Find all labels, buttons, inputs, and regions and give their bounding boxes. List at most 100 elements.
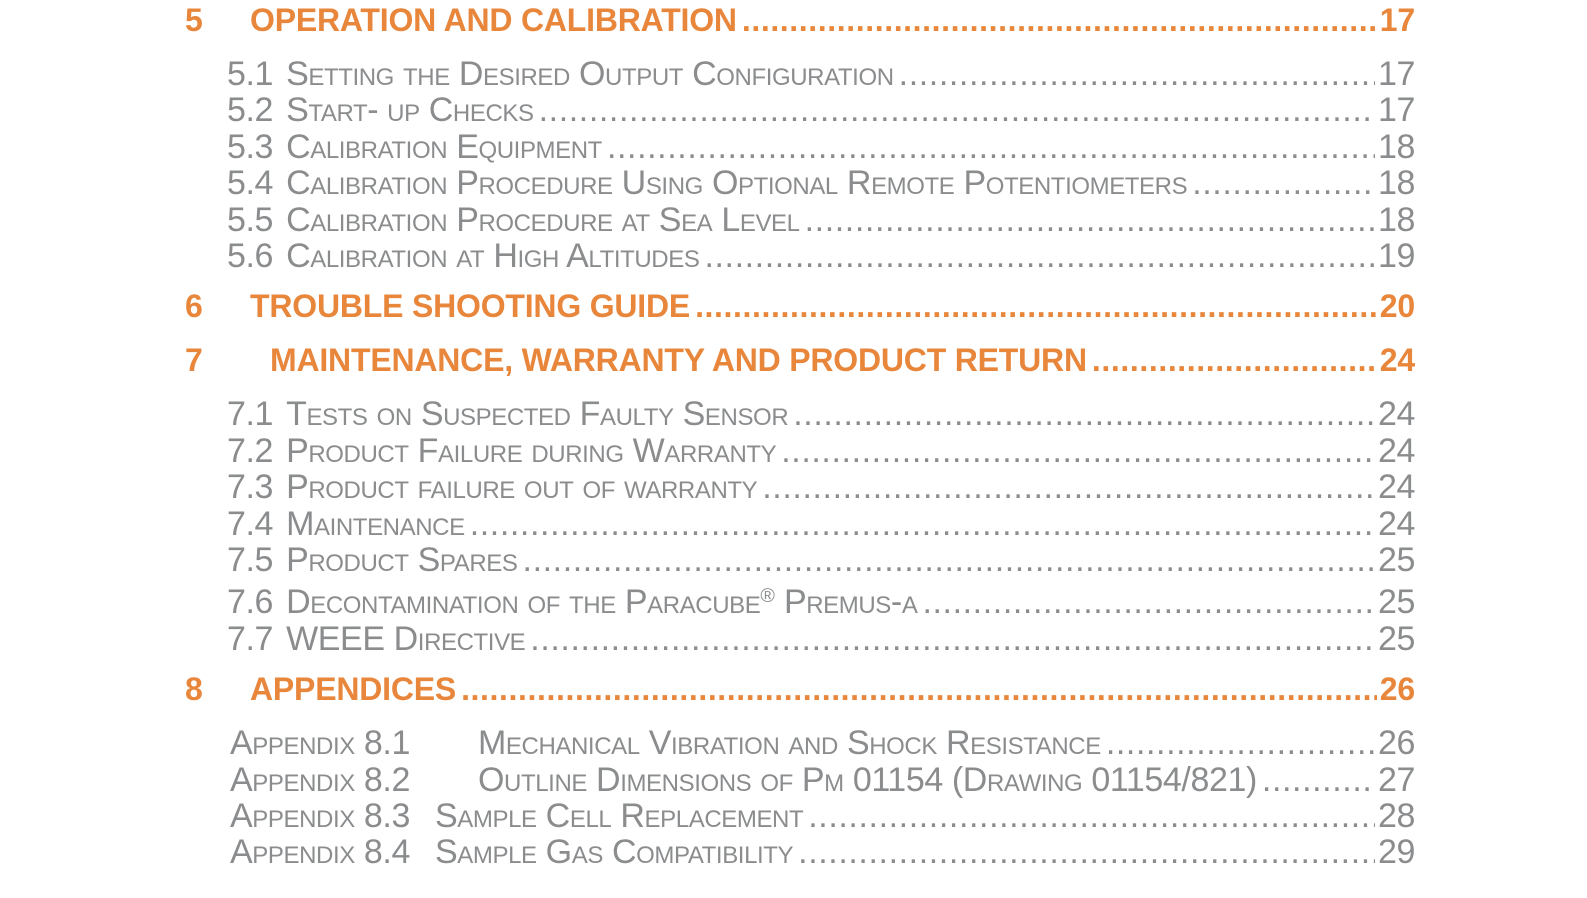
toc-entry-5-3[interactable]: 5.3 Calibration Equipment 18 (185, 127, 1415, 166)
toc-heading-8[interactable]: 8 APPENDICES 26 (185, 671, 1415, 707)
page-number: 25 (1377, 583, 1415, 622)
toc-entry-appendix-8-3[interactable]: Appendix 8.3 Sample Cell Replacement 28 (185, 796, 1415, 835)
section-number: 8 (185, 671, 203, 708)
entry-number: 7.3 (227, 468, 274, 507)
dot-leader (762, 469, 1375, 505)
entry-title: Calibration at High Altitudes (286, 237, 700, 276)
dot-leader (742, 2, 1377, 38)
page-number: 26 (1377, 724, 1415, 763)
toc-heading-6[interactable]: 6 TROUBLE SHOOTING GUIDE 20 (185, 288, 1415, 324)
entry-number: 5.5 (227, 200, 274, 239)
toc-entry-7-6[interactable]: 7.6 Decontamination of the Paracube® Pre… (185, 578, 1415, 622)
dot-leader (1106, 725, 1375, 761)
page-number: 24 (1377, 504, 1415, 543)
section-number: 7 (185, 342, 203, 379)
entry-title: Product Failure during Warranty (286, 431, 777, 470)
page-number: 25 (1377, 619, 1415, 658)
toc-entry-7-1[interactable]: 7.1 Tests on Suspected Faulty Sensor 24 (185, 395, 1415, 434)
entry-number: 7.2 (227, 431, 274, 470)
entry-title: Maintenance (286, 504, 465, 543)
toc-entry-5-6[interactable]: 5.6 Calibration at High Altitudes 19 (185, 237, 1415, 276)
appendix-label: Appendix 8.1 (230, 724, 410, 763)
page-number: 24 (1377, 431, 1415, 470)
toc-entry-5-2[interactable]: 5.2 Start- up Checks 17 (185, 91, 1415, 130)
dot-leader (793, 396, 1375, 432)
toc-entry-7-3[interactable]: 7.3 Product failure out of warranty 24 (185, 468, 1415, 507)
entry-title: Decontamination of the Paracube® Premus-… (286, 583, 918, 622)
entry-title: Product Spares (286, 541, 518, 580)
toc-heading-7[interactable]: 7 MAINTENANCE, WARRANTY AND PRODUCT RETU… (185, 342, 1415, 378)
section-title: TROUBLE SHOOTING GUIDE (250, 288, 691, 325)
table-of-contents: 5 OPERATION AND CALIBRATION 17 5.1 Setti… (185, 2, 1415, 871)
toc-entry-7-7[interactable]: 7.7 WEEE Directive 25 (185, 619, 1415, 658)
page-number: 29 (1377, 833, 1415, 872)
section-title: APPENDICES (250, 671, 457, 708)
entry-title: Outline Dimensions of Pm 01154 (Drawing … (478, 760, 1257, 799)
dot-leader (808, 798, 1375, 834)
appendix-label: Appendix 8.3 (230, 796, 410, 835)
page-number: 26 (1379, 671, 1415, 708)
page-number: 28 (1377, 796, 1415, 835)
dot-leader (704, 238, 1375, 274)
toc-entry-appendix-8-1[interactable]: Appendix 8.1 Mechanical Vibration and Sh… (185, 724, 1415, 763)
entry-title: Calibration Equipment (286, 127, 602, 166)
page-number: 25 (1377, 541, 1415, 580)
entry-title: Tests on Suspected Faulty Sensor (286, 395, 789, 434)
section-title: OPERATION AND CALIBRATION (250, 2, 737, 38)
toc-entry-5-5[interactable]: 5.5 Calibration Procedure at Sea Level 1… (185, 200, 1415, 239)
entry-title: Product failure out of warranty (286, 468, 758, 507)
dot-leader (899, 56, 1375, 92)
page-number: 24 (1377, 468, 1415, 507)
entry-number: 5.2 (227, 91, 274, 130)
entry-number: 5.3 (227, 127, 274, 166)
section-title: MAINTENANCE, WARRANTY AND PRODUCT RETURN (270, 342, 1087, 379)
page-number: 18 (1377, 164, 1415, 203)
toc-heading-5[interactable]: 5 OPERATION AND CALIBRATION 17 (185, 2, 1415, 38)
page-number: 20 (1379, 288, 1415, 325)
page-number: 24 (1377, 395, 1415, 434)
entry-title: Calibration Procedure at Sea Level (286, 200, 800, 239)
entry-title: Sample Gas Compatibility (435, 833, 794, 872)
entry-number: 7.4 (227, 504, 274, 543)
entry-number: 7.6 (227, 583, 274, 622)
entry-number: 5.4 (227, 164, 274, 203)
dot-leader (805, 202, 1375, 238)
dot-leader (461, 671, 1377, 707)
dot-leader (922, 584, 1375, 620)
appendix-label: Appendix 8.2 (230, 760, 410, 799)
dot-leader (523, 542, 1375, 578)
dot-leader (1092, 342, 1377, 378)
page-number: 17 (1377, 91, 1415, 130)
page-number: 19 (1377, 237, 1415, 276)
entry-title: WEEE Directive (286, 619, 526, 658)
entry-title: Calibration Procedure Using Optional Rem… (286, 164, 1188, 203)
appendix-label: Appendix 8.4 (230, 833, 410, 872)
toc-entry-7-4[interactable]: 7.4 Maintenance 24 (185, 504, 1415, 543)
page-number: 18 (1377, 127, 1415, 166)
toc-entry-5-4[interactable]: 5.4 Calibration Procedure Using Optional… (185, 164, 1415, 203)
page-number: 17 (1379, 2, 1415, 38)
entry-number: 5.6 (227, 237, 274, 276)
dot-leader (781, 433, 1375, 469)
page-number: 24 (1379, 342, 1415, 379)
dot-leader (1192, 165, 1375, 201)
dot-leader (607, 129, 1375, 165)
entry-number: 7.1 (227, 395, 274, 434)
dot-leader (539, 92, 1375, 128)
section-number: 5 (185, 2, 203, 38)
entry-number: 7.5 (227, 541, 274, 580)
dot-leader (798, 834, 1375, 870)
entry-title: Mechanical Vibration and Shock Resistanc… (478, 724, 1101, 763)
page-number: 17 (1377, 55, 1415, 93)
dot-leader (470, 506, 1375, 542)
entry-number: 5.1 (227, 55, 274, 93)
section-number: 6 (185, 288, 203, 325)
entry-title: Setting the Desired Output Configuration (286, 55, 894, 93)
toc-entry-7-5[interactable]: 7.5 Product Spares 25 (185, 541, 1415, 580)
toc-entry-appendix-8-2[interactable]: Appendix 8.2 Outline Dimensions of Pm 01… (185, 760, 1415, 799)
dot-leader (530, 621, 1375, 657)
dot-leader (1262, 762, 1375, 798)
toc-entry-appendix-8-4[interactable]: Appendix 8.4 Sample Gas Compatibility 29 (185, 833, 1415, 872)
toc-entry-7-2[interactable]: 7.2 Product Failure during Warranty 24 (185, 431, 1415, 470)
toc-entry-5-1[interactable]: 5.1 Setting the Desired Output Configura… (185, 55, 1415, 93)
